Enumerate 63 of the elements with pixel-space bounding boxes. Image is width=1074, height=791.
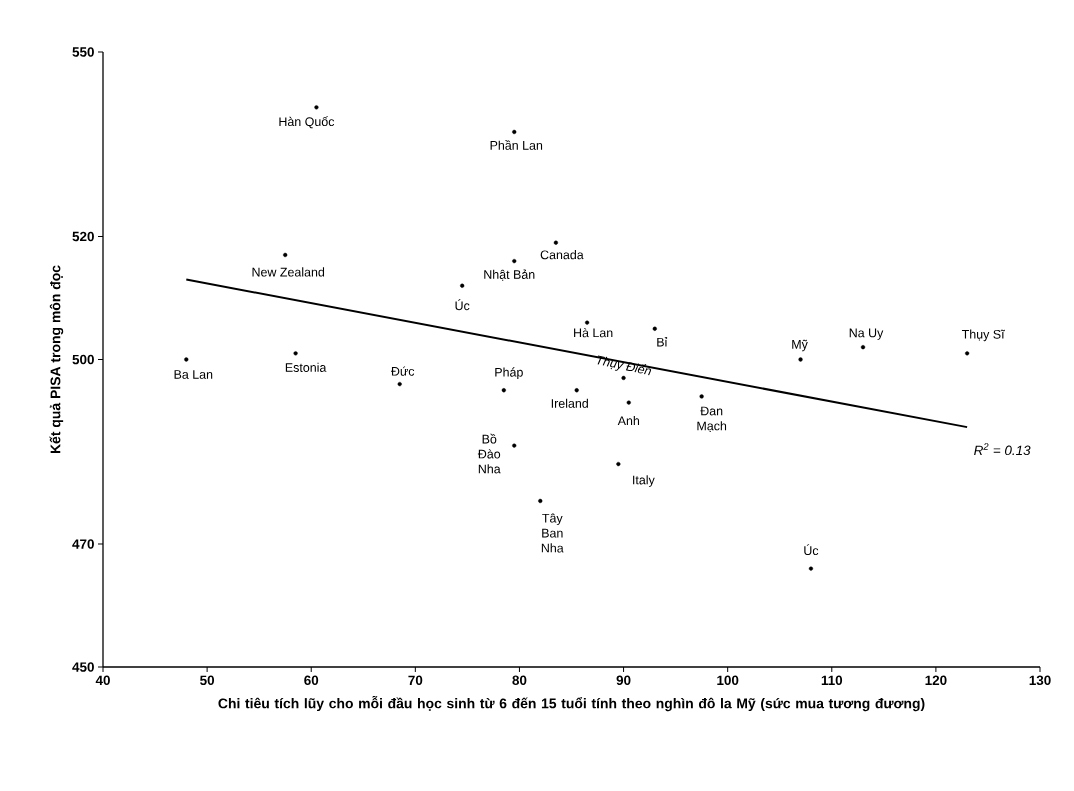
point bbox=[652, 326, 657, 331]
y-tick-label: 550 bbox=[72, 47, 94, 57]
point bbox=[314, 105, 319, 110]
y-tick-label: 500 bbox=[72, 354, 94, 365]
x-tick-label: 60 bbox=[304, 675, 319, 686]
series-label: Italy bbox=[633, 475, 655, 487]
series-label: Úc bbox=[804, 544, 819, 556]
point bbox=[798, 357, 803, 362]
point bbox=[965, 351, 970, 356]
series-label: Nhật Bản bbox=[484, 269, 535, 281]
point bbox=[460, 283, 465, 288]
y-tick-label: 520 bbox=[72, 231, 94, 242]
x-axis-title: Chi tiêu tích lũy cho mỗi đầu học sinh từ 6 đến 15 tuổi tính theo nghìn đô la Mỹ (sức mua tương đương) bbox=[218, 695, 925, 712]
x-tick-label: 80 bbox=[512, 675, 527, 686]
series-label: Estonia bbox=[285, 362, 327, 372]
annotation: R$^{2}$ = 0.13 bbox=[974, 443, 1031, 456]
point bbox=[184, 357, 189, 362]
point bbox=[512, 129, 517, 135]
x-tick-label: 50 bbox=[200, 675, 215, 686]
series-label: Úc bbox=[455, 299, 470, 311]
point bbox=[616, 461, 621, 467]
point bbox=[808, 566, 814, 571]
x-tick-label: 120 bbox=[925, 675, 947, 686]
y-tick-label: 450 bbox=[72, 662, 94, 672]
series-label: Ba Lan bbox=[174, 370, 213, 379]
series-label: Bỉ bbox=[657, 337, 668, 347]
point bbox=[860, 345, 866, 350]
series-label: Hàn Quốc bbox=[279, 116, 335, 129]
x-tick-label: 100 bbox=[717, 675, 739, 686]
x-tick-label: 130 bbox=[1029, 675, 1051, 686]
series-label: Tây Ban Nha bbox=[541, 513, 564, 553]
series-label: Na Uy bbox=[849, 328, 884, 340]
x-tick-label: 70 bbox=[408, 675, 423, 686]
point bbox=[283, 252, 288, 258]
series-label: Thụy Sĩ bbox=[961, 329, 1006, 342]
series-label: Đức bbox=[391, 366, 415, 376]
series-label: Canada bbox=[540, 250, 584, 260]
point bbox=[621, 375, 626, 381]
point bbox=[553, 240, 558, 245]
series-label: New Zealand bbox=[252, 267, 325, 277]
point bbox=[699, 394, 704, 399]
series-label: Phần Lan bbox=[490, 140, 543, 150]
point bbox=[293, 351, 298, 356]
point bbox=[501, 388, 506, 393]
series-label: Hà Lan bbox=[574, 327, 613, 338]
x-tick-label: 110 bbox=[821, 675, 843, 686]
x-tick-label: 40 bbox=[95, 675, 110, 686]
point bbox=[512, 259, 517, 264]
point bbox=[397, 382, 402, 387]
point bbox=[585, 320, 590, 325]
y-axis-title: Kết quả PISA trong môn đọc bbox=[49, 265, 64, 454]
series-label: Mỹ bbox=[792, 339, 808, 352]
series-label: Pháp bbox=[495, 367, 523, 380]
point bbox=[574, 388, 579, 393]
series-label: Anh bbox=[617, 416, 640, 426]
x-tick-label: 90 bbox=[616, 675, 631, 686]
point bbox=[538, 498, 543, 504]
series-label: Bồ Đào Nha bbox=[477, 433, 501, 474]
y-tick-label: 470 bbox=[72, 539, 94, 549]
series-label: Ireland bbox=[551, 398, 588, 408]
point bbox=[626, 400, 631, 405]
point bbox=[512, 443, 517, 448]
series-label: Đan Mạch bbox=[697, 406, 727, 433]
